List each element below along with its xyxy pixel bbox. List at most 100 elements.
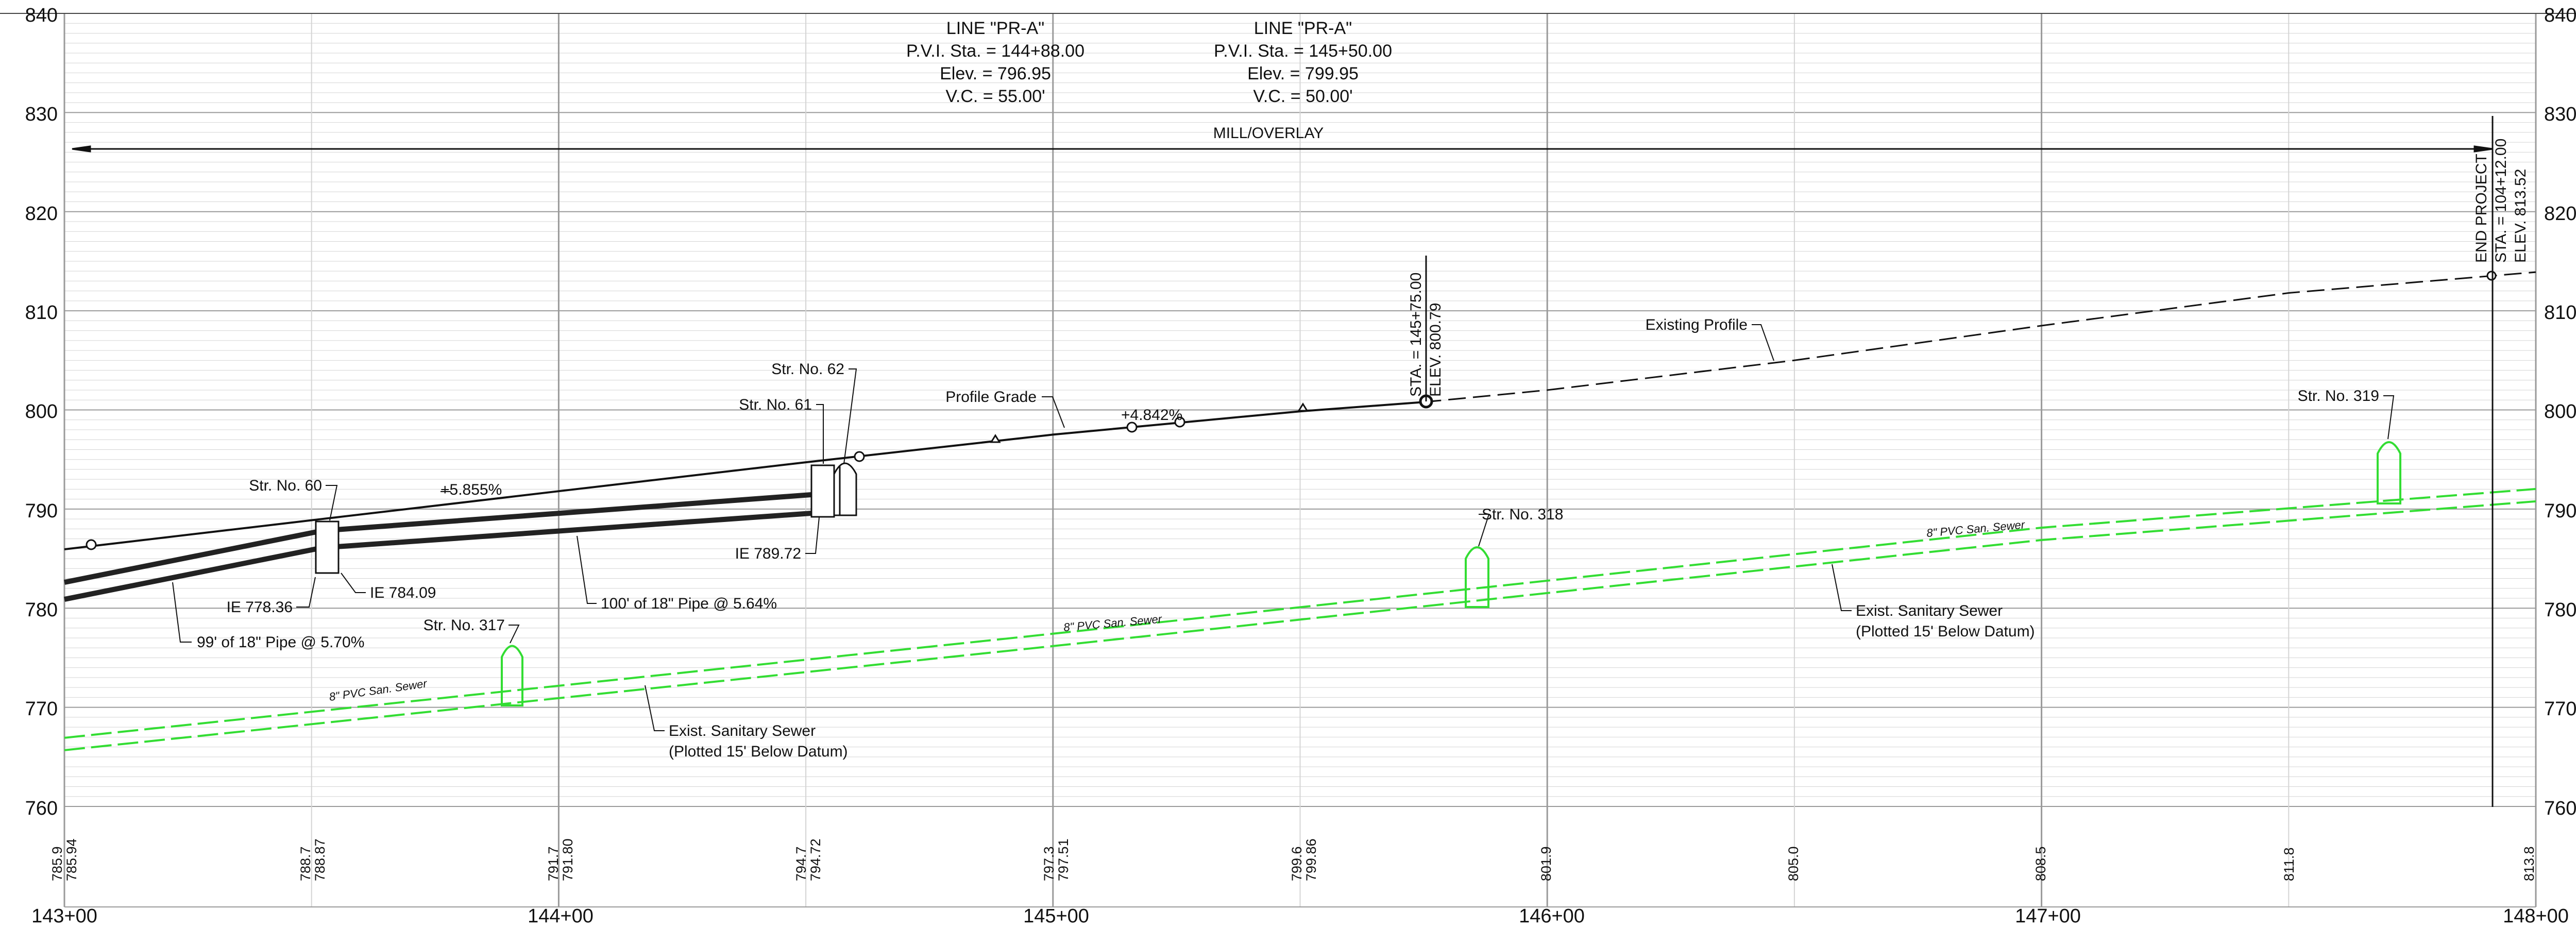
str-61-label: Str. No. 61 [739, 396, 812, 413]
end-project-station: STA. = 104+12.00 [2493, 139, 2510, 263]
y-tick-770-left: 770 [25, 698, 58, 720]
y-tick-760-right: 760 [2544, 798, 2576, 819]
y-tick-840-left: 840 [25, 5, 58, 26]
inlet-60 [315, 520, 340, 574]
elev-label-existing: 788.7 [298, 846, 313, 881]
y-tick-810-left: 810 [25, 302, 58, 324]
y-tick-780-left: 780 [25, 599, 58, 621]
elev-label-existing: 785.9 [49, 846, 65, 881]
manhole-318 [1465, 546, 1489, 608]
elev-label-existing: 813.8 [2521, 846, 2537, 881]
grade-2-label: +4.842% [1121, 407, 1182, 424]
inlet-61 [810, 464, 835, 518]
elev-label-existing: 799.6 [1289, 846, 1304, 881]
str-319-label: Str. No. 319 [2298, 388, 2379, 405]
storm-pipes [64, 492, 812, 602]
elev-label-proposed: 799.86 [1303, 838, 1319, 881]
end-project-elevation: ELEV. 813.52 [2512, 169, 2529, 263]
elev-label-proposed: 797.51 [1056, 838, 1071, 881]
str-318-label: Str. No. 318 [1482, 506, 1563, 523]
leader-pipe-99 [172, 582, 192, 643]
annotations: Existing Profile Profile Grade +5.855% +… [197, 316, 2379, 760]
x-tick-148: 148+00 [2503, 905, 2569, 926]
pvi-triangle-2 [1297, 402, 1309, 412]
y-tick-820-right: 820 [2544, 203, 2576, 225]
leader-str-317 [509, 625, 520, 644]
pvi-1-sta: P.V.I. Sta. = 144+88.00 [906, 41, 1084, 61]
y-tick-800-left: 800 [25, 401, 58, 423]
leader-ie-778 [296, 577, 316, 608]
manhole-319 [2377, 441, 2401, 504]
leader-str-318 [1478, 514, 1490, 547]
leader-ie-789 [805, 517, 820, 554]
existing-profile-line [1423, 271, 2536, 403]
y-tick-830-right: 830 [2544, 104, 2576, 125]
y-tick-770-right: 770 [2544, 698, 2576, 720]
ie-789-label: IE 789.72 [735, 545, 801, 562]
elev-label-existing: 805.0 [1786, 846, 1801, 881]
y-tick-800-right: 800 [2544, 401, 2576, 423]
pipe-99-bottom [64, 545, 323, 602]
manhole-317 [501, 645, 523, 706]
grade-points [86, 271, 2497, 550]
grade-point-inlet-62 [854, 451, 865, 462]
y-tick-790-left: 790 [25, 500, 58, 522]
elev-label-existing: 801.9 [1538, 846, 1554, 881]
elev-label-existing: 811.8 [2281, 847, 2297, 881]
pvi-block-2: LINE "PR-A" P.V.I. Sta. = 145+50.00 Elev… [1214, 19, 1392, 106]
pvi-1-vc: V.C. = 55.00' [945, 87, 1045, 106]
grade-point-end-project [2486, 271, 2497, 281]
elev-label-existing: 794.7 [793, 846, 809, 881]
pvi-1-elev: Elev. = 796.95 [940, 64, 1051, 83]
y-tick-760-left: 760 [25, 798, 58, 819]
profile-grade-label: Profile Grade [945, 389, 1037, 406]
mill-overlay-label: MILL/OVERLAY [1213, 125, 1324, 142]
elev-label-proposed: 794.72 [808, 838, 823, 881]
y-tick-820-left: 820 [25, 203, 58, 225]
existing-profile-label: Existing Profile [1646, 316, 1748, 333]
sanitary-sewer [64, 487, 2536, 751]
x-tick-143: 143+00 [31, 905, 97, 926]
storm-structures [315, 462, 857, 574]
left-elevation-axis: 840 830 820 810 800 790 780 770 760 [25, 5, 58, 819]
pvi-block-1: LINE "PR-A" P.V.I. Sta. = 144+88.00 Elev… [906, 19, 1084, 106]
right-elevation-axis: 840 830 820 810 800 790 780 770 760 [2544, 5, 2576, 819]
str-62-label: Str. No. 62 [771, 361, 844, 378]
elev-label-existing: 797.3 [1041, 846, 1057, 881]
end-project-title: END PROJECT [2473, 154, 2490, 263]
y-tick-830-left: 830 [25, 104, 58, 125]
inlet-62 [833, 462, 857, 516]
sanitary-sewer-line [64, 500, 2536, 751]
elev-label-proposed: 788.87 [312, 838, 328, 881]
y-tick-790-right: 790 [2544, 500, 2576, 522]
elev-label-existing: 808.5 [2033, 846, 2048, 881]
pipe-99-top [64, 528, 323, 585]
pvi-2-vc: V.C. = 50.00' [1253, 87, 1352, 106]
sewer-1-label: Exist. Sanitary Sewer [669, 722, 816, 739]
proposed-grade [64, 401, 1424, 550]
grade-point-start [86, 539, 97, 550]
grid [0, 13, 2576, 907]
sta-145-75-note: STA. = 145+75.00 ELEV. 800.79 [1408, 273, 1444, 397]
x-tick-144: 144+00 [528, 905, 594, 926]
leader-str-61 [816, 404, 824, 464]
pvi-1-title: LINE "PR-A" [946, 19, 1044, 38]
leaders [172, 324, 2395, 731]
grade-point-pvc-1 [1126, 422, 1138, 433]
pvi-2-sta: P.V.I. Sta. = 145+50.00 [1214, 41, 1392, 61]
leader-existing-profile [1752, 324, 1774, 361]
sewer-1-sub-label: (Plotted 15' Below Datum) [669, 743, 848, 760]
sewer-2-label: Exist. Sanitary Sewer [1856, 602, 2003, 619]
end-project-note: END PROJECT STA. = 104+12.00 ELEV. 813.5… [2473, 139, 2529, 263]
mill-overlay [72, 116, 2494, 807]
leader-str-62 [843, 368, 857, 464]
str-317-label: Str. No. 317 [423, 617, 505, 634]
pipe-100-top [321, 492, 812, 533]
bottom-elevation-labels: 785.9 785.94 788.7 788.87 791.7 791.80 7… [49, 838, 2537, 881]
x-tick-145: 145+00 [1023, 905, 1089, 926]
leader-ie-784 [341, 573, 366, 593]
leader-profile-grade [1042, 396, 1065, 428]
pipe-99-label: 99' of 18" Pipe @ 5.70% [197, 634, 364, 651]
